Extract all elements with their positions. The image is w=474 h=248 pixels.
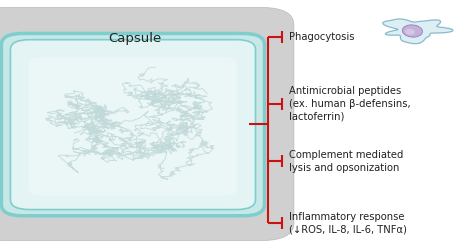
- FancyBboxPatch shape: [0, 7, 294, 241]
- FancyBboxPatch shape: [10, 40, 255, 210]
- Text: Inflammatory response
(↓ROS, IL-8, IL-6, TNFα): Inflammatory response (↓ROS, IL-8, IL-6,…: [289, 212, 407, 235]
- Text: Capsule: Capsule: [109, 32, 162, 45]
- Text: Complement mediated
lysis and opsonization: Complement mediated lysis and opsonizati…: [289, 150, 403, 173]
- Ellipse shape: [402, 25, 422, 37]
- Text: Antimicrobial peptides
(ex. human β-defensins,
lactoferrin): Antimicrobial peptides (ex. human β-defe…: [289, 86, 411, 122]
- Ellipse shape: [405, 29, 415, 35]
- Text: Phagocytosis: Phagocytosis: [289, 32, 355, 42]
- FancyBboxPatch shape: [28, 57, 237, 196]
- FancyBboxPatch shape: [1, 33, 264, 216]
- Polygon shape: [383, 19, 453, 44]
